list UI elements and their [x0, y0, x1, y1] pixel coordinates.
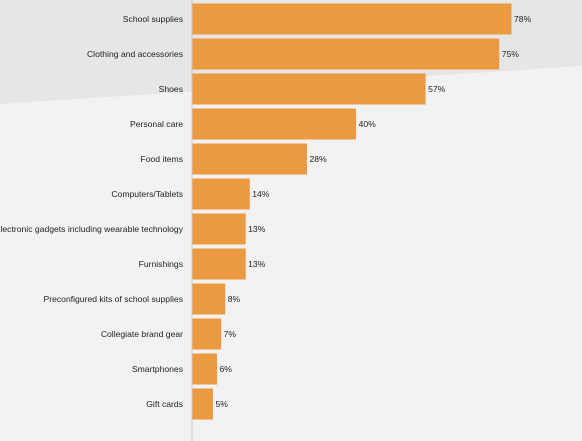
category-label: Preconfigured kits of school supplies	[44, 294, 184, 304]
bar-shoes	[192, 73, 426, 105]
value-label: 28%	[310, 154, 328, 164]
bar-electronic-gadgets-including-wearable-technology	[192, 213, 246, 245]
category-label: Shoes	[159, 84, 183, 94]
category-label: Collegiate brand gear	[101, 329, 183, 339]
bar-preconfigured-kits-of-school-supplies	[192, 283, 226, 315]
value-label: 8%	[228, 294, 241, 304]
bar-furnishings	[192, 248, 246, 280]
value-label: 13%	[248, 259, 266, 269]
category-label: Food items	[140, 154, 183, 164]
category-label: School supplies	[123, 14, 183, 24]
category-label: Gift cards	[146, 399, 183, 409]
category-label: Computers/Tablets	[111, 189, 183, 199]
bar-smartphones	[192, 353, 218, 385]
bar-school-supplies	[192, 3, 512, 35]
bar-computers-tablets	[192, 178, 250, 210]
bar-personal-care	[192, 108, 357, 140]
category-label: Smartphones	[132, 364, 183, 374]
bar-gift-cards	[192, 388, 213, 420]
bar-food-items	[192, 143, 308, 175]
value-labels-group: 78% 75% 57% 40% 28% 14% 13% 13% 8% 7% 6% 5%	[215, 14, 531, 409]
category-label: Electronic gadgets including wearable te…	[0, 224, 184, 234]
bar-clothing-and-accessories	[192, 38, 500, 70]
value-label: 78%	[514, 14, 532, 24]
category-label: Clothing and accessories	[87, 49, 183, 59]
bars-group	[192, 3, 512, 420]
value-label: 6%	[220, 364, 233, 374]
value-label: 7%	[224, 329, 237, 339]
value-label: 5%	[215, 399, 228, 409]
value-label: 57%	[428, 84, 446, 94]
category-labels-group: School supplies Clothing and accessories S…	[0, 14, 184, 409]
value-label: 40%	[359, 119, 377, 129]
category-label: Furnishings	[139, 259, 183, 269]
value-label: 14%	[252, 189, 270, 199]
value-label: 13%	[248, 224, 266, 234]
category-label: Personal care	[130, 119, 183, 129]
value-label: 75%	[502, 49, 520, 59]
bar-collegiate-brand-gear	[192, 318, 222, 350]
